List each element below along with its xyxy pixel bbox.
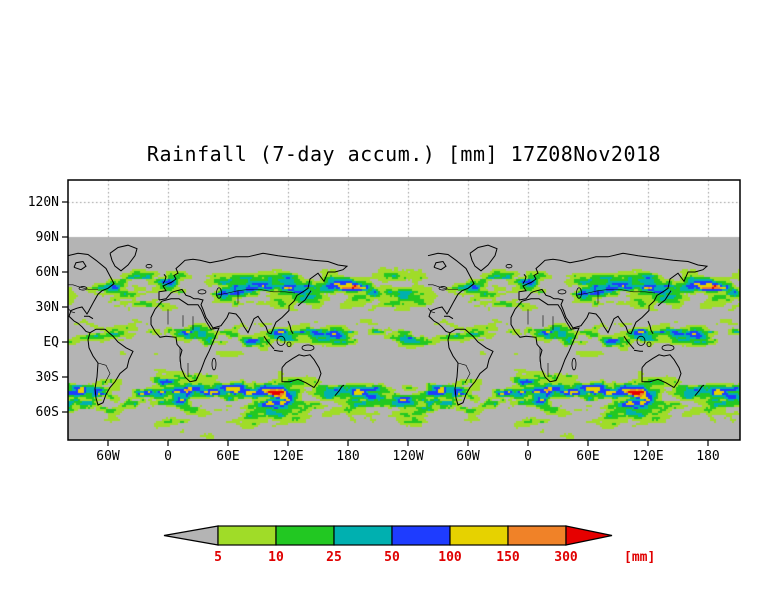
country-border [68,308,76,314]
colorbar-segment [391,525,451,546]
x-axis-tick-label: 60E [216,449,239,464]
island-or-lake-outline [576,287,582,299]
chart-title: Rainfall (7-day accum.) [mm] 17Z08Nov201… [146,142,662,166]
island-or-lake-outline [216,287,222,299]
island-or-lake-outline [145,264,153,269]
coastline [273,349,283,352]
colorbar-segment [449,525,509,546]
y-axis-tick-label: 120N [28,195,59,210]
colorbar-tick-label: 150 [496,550,520,565]
x-axis-tick-label: 120E [632,449,663,464]
colorbar-below-arrow [163,525,219,546]
island-or-lake-outline [636,335,646,346]
coastline [641,354,682,389]
island-or-lake-outline [571,357,577,371]
island-or-lake-outline [661,344,675,352]
colorbar-unit-label: [mm] [624,550,655,565]
x-axis-tick-label: 120W [392,449,423,464]
country-border [575,289,656,296]
coastline [444,315,454,320]
country-border [428,284,458,290]
coastline [73,260,87,271]
country-border [427,308,436,314]
colorbar-segment [507,525,567,546]
colorbar-tick-label: 10 [268,550,284,565]
country-border [68,284,98,290]
colorbar: 5 10 25 50 100 150 300 [mm] [163,525,655,565]
x-axis-tick-label: 60E [576,449,599,464]
coastline [281,354,322,389]
coastline [623,335,635,350]
country-border [215,289,296,296]
y-axis-tick-label: EQ [43,335,59,350]
coastline [647,320,654,335]
x-axis-tick-label: 180 [336,449,359,464]
colorbar-segment [217,525,277,546]
coastline [694,384,705,397]
island-or-lake-outline [505,264,513,269]
country-border [97,362,111,383]
y-axis-tick-label: 60N [36,265,59,280]
island-or-lake-outline [557,289,567,295]
coastlines-layer [68,244,709,406]
plot-frame [67,179,741,441]
coastline [162,273,167,284]
colorbar-segment [333,525,393,546]
x-axis-tick-label: 60W [96,449,120,464]
y-axis-tick-label: 30N [36,300,59,315]
coastline [158,252,349,335]
coastline [68,252,115,334]
colorbar-tick-label: 100 [438,550,462,565]
coastline [263,335,275,350]
coastline [334,384,345,397]
y-axis-tick-label: 60S [36,405,59,420]
island-or-lake-outline [78,286,88,291]
coastline [84,315,94,320]
x-axis-tick-label: 180 [696,449,719,464]
x-axis-tick-label: 120E [272,449,303,464]
island-or-lake-outline [197,289,207,295]
coastline [447,328,494,406]
x-axis-tick-label: 60W [456,449,480,464]
coastline [510,298,580,383]
island-or-lake-outline [276,335,286,346]
coastline [633,349,643,352]
colorbar-tick-label: 50 [384,550,400,565]
country-border [457,362,471,383]
island-or-lake-outline [301,344,315,352]
coastline [657,290,672,307]
colorbar-above-arrow [565,525,613,546]
island-or-lake-outline [286,341,292,348]
coastline [522,273,527,284]
coastline [469,244,498,272]
coastline [150,298,220,383]
island-or-lake-outline [211,357,217,371]
x-axis-tick-label: 0 [164,449,172,464]
colorbar-tick-label: 300 [554,550,578,565]
coastline [518,252,709,335]
coastline [433,260,447,271]
colorbar-segment [275,525,335,546]
y-axis-tick-label: 30S [36,370,59,385]
coastline [87,328,134,406]
colorbar-tick-label: 5 [214,550,222,565]
coastline [109,244,138,272]
x-axis-tick-label: 0 [524,449,532,464]
coastline [297,290,312,307]
y-axis-tick-label: 90N [36,230,59,245]
island-or-lake-outline [646,341,652,348]
coastline [287,320,294,335]
island-or-lake-outline [438,286,448,291]
coastline [427,252,475,334]
rainfall-map-canvas [68,180,740,440]
colorbar-tick-label: 25 [326,550,342,565]
